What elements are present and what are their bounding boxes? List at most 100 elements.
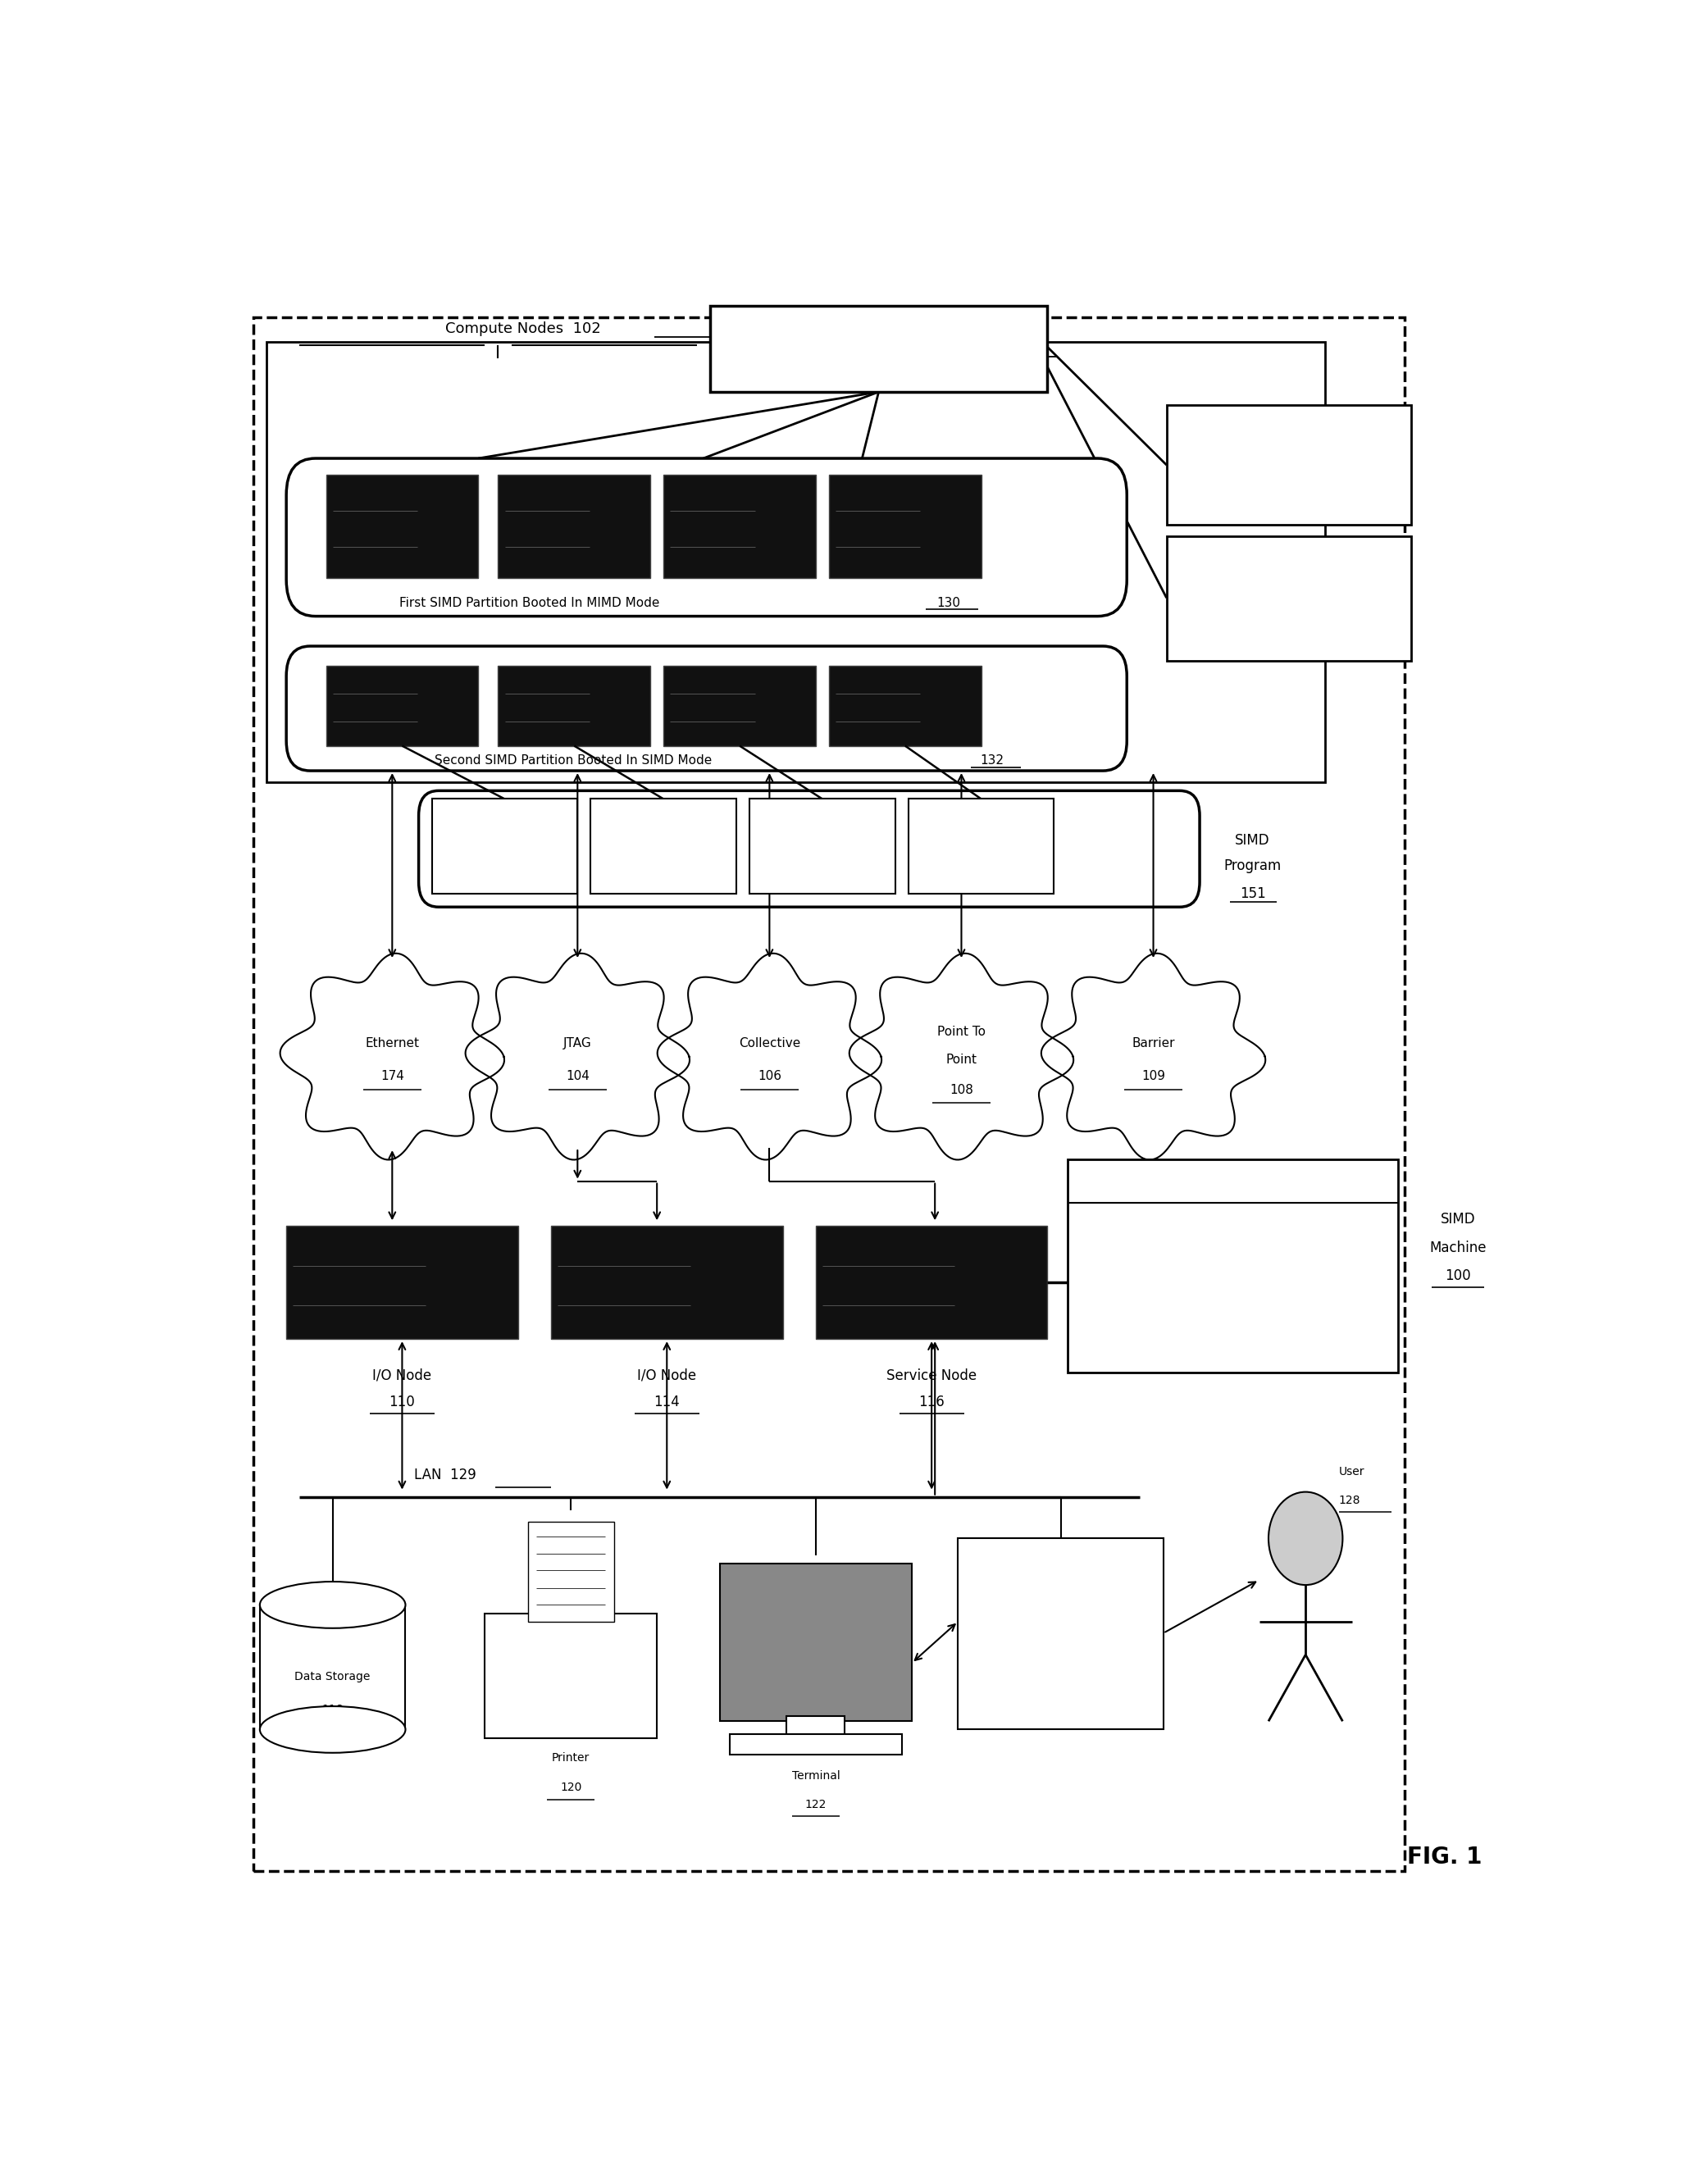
- Bar: [719, 1562, 912, 1722]
- Bar: [958, 1539, 1163, 1729]
- Bar: [663, 667, 816, 747]
- Text: Second SIMD Partition Booted In SIMD Mode: Second SIMD Partition Booted In SIMD Mod…: [434, 755, 716, 766]
- Bar: [1167, 537, 1411, 660]
- Bar: [552, 1226, 782, 1338]
- Text: 140: 140: [1271, 1267, 1295, 1280]
- Text: Terminal: Terminal: [793, 1770, 840, 1783]
- Bar: [663, 475, 816, 578]
- Text: MIMD Programs: MIMD Programs: [803, 339, 939, 354]
- Bar: [750, 798, 895, 893]
- Text: I/O Node: I/O Node: [372, 1368, 432, 1383]
- Text: Data Storage: Data Storage: [295, 1670, 371, 1681]
- Text: FIG. 1: FIG. 1: [1407, 1845, 1483, 1869]
- Bar: [828, 667, 980, 747]
- Bar: [253, 317, 1404, 1871]
- Text: MIMD Accelerator: MIMD Accelerator: [1233, 445, 1344, 455]
- Text: Program: Program: [1225, 859, 1281, 872]
- Text: Machine: Machine: [1430, 1241, 1486, 1256]
- Text: I/O Node: I/O Node: [637, 1368, 697, 1383]
- Bar: [485, 1614, 658, 1737]
- Text: 126: 126: [1050, 1653, 1071, 1664]
- Text: 135: 135: [1172, 552, 1196, 563]
- Text: Scheduler: Scheduler: [1185, 1267, 1254, 1280]
- FancyBboxPatch shape: [418, 790, 1199, 906]
- Text: LAN  129: LAN 129: [413, 1467, 477, 1483]
- Bar: [326, 667, 478, 747]
- Polygon shape: [1042, 954, 1266, 1159]
- Bar: [729, 1735, 902, 1754]
- Ellipse shape: [260, 1707, 405, 1752]
- Text: 159: 159: [970, 857, 992, 868]
- Text: 110: 110: [389, 1394, 415, 1409]
- Text: SIMD: SIMD: [1235, 833, 1271, 848]
- Text: 157: 157: [811, 857, 834, 868]
- Bar: [711, 306, 1047, 393]
- Bar: [828, 475, 980, 578]
- Bar: [432, 798, 577, 893]
- Text: Service: Service: [1040, 1562, 1081, 1573]
- Bar: [326, 475, 478, 578]
- Bar: [266, 341, 1325, 783]
- Text: Instance: Instance: [480, 831, 529, 842]
- Text: 122: 122: [804, 1798, 827, 1811]
- Circle shape: [1269, 1491, 1342, 1584]
- Text: Printer: Printer: [552, 1752, 589, 1763]
- Text: Service Node: Service Node: [886, 1368, 977, 1383]
- Text: Instance: Instance: [956, 831, 1006, 842]
- Text: 118: 118: [321, 1705, 343, 1716]
- Text: 108: 108: [950, 1083, 974, 1096]
- Bar: [1167, 406, 1411, 524]
- Bar: [499, 667, 651, 747]
- Text: Control Application: Control Application: [1158, 1230, 1281, 1243]
- Text: 143: 143: [1336, 1178, 1363, 1191]
- Text: 124: 124: [1336, 1230, 1360, 1243]
- Bar: [787, 1716, 845, 1742]
- Text: 155: 155: [652, 857, 675, 868]
- Polygon shape: [280, 954, 504, 1159]
- Text: 114: 114: [654, 1394, 680, 1409]
- Text: 106: 106: [758, 1070, 781, 1083]
- Text: Point: Point: [946, 1053, 977, 1066]
- Bar: [1068, 1159, 1399, 1372]
- Polygon shape: [849, 954, 1073, 1159]
- Text: Point To: Point To: [938, 1025, 986, 1038]
- Bar: [909, 798, 1054, 893]
- Text: 128: 128: [1339, 1495, 1360, 1506]
- Text: 174: 174: [381, 1070, 405, 1083]
- Polygon shape: [465, 954, 690, 1159]
- Text: 158: 158: [1013, 339, 1044, 354]
- FancyBboxPatch shape: [287, 645, 1127, 770]
- Polygon shape: [658, 954, 881, 1159]
- Text: 132: 132: [980, 755, 1004, 766]
- Text: Each Compute Node: Each Compute Node: [1225, 626, 1353, 639]
- Ellipse shape: [260, 1582, 405, 1627]
- Text: 116: 116: [919, 1394, 945, 1409]
- Text: User: User: [1339, 1465, 1365, 1478]
- Text: Service Applications: Service Applications: [1146, 1178, 1293, 1191]
- Text: A Launcher Program On: A Launcher Program On: [1214, 593, 1363, 606]
- Bar: [816, 1226, 1047, 1338]
- Text: Application: Application: [1028, 1593, 1093, 1603]
- Text: First SIMD Partition Booted In MIMD Mode: First SIMD Partition Booted In MIMD Mode: [400, 598, 663, 609]
- Text: MIMD Dispatcher: MIMD Dispatcher: [1165, 1303, 1274, 1314]
- Text: 161: 161: [1322, 477, 1346, 490]
- Text: Ethernet: Ethernet: [366, 1038, 418, 1049]
- Bar: [591, 798, 736, 893]
- Text: Program: Program: [1261, 477, 1317, 490]
- Text: 153: 153: [494, 857, 516, 868]
- Text: Instance: Instance: [798, 831, 847, 842]
- Bar: [260, 1606, 405, 1729]
- Text: 151: 151: [1240, 887, 1266, 902]
- Text: 100: 100: [1445, 1269, 1471, 1284]
- Text: Instance: Instance: [639, 831, 688, 842]
- Text: 120: 120: [560, 1783, 582, 1793]
- FancyBboxPatch shape: [287, 457, 1127, 617]
- Text: 109: 109: [1141, 1070, 1165, 1083]
- Bar: [499, 475, 651, 578]
- Text: SIMD: SIMD: [1440, 1213, 1476, 1226]
- Text: JTAG: JTAG: [564, 1038, 591, 1049]
- Text: Interface: Interface: [1035, 1623, 1086, 1634]
- Text: Compute Nodes  102: Compute Nodes 102: [446, 322, 601, 337]
- Text: 130: 130: [936, 598, 960, 609]
- Text: Barrier: Barrier: [1132, 1038, 1175, 1049]
